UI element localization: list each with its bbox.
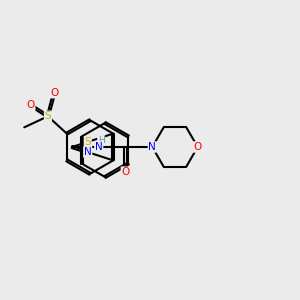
- Text: O: O: [50, 88, 58, 98]
- Text: N: N: [148, 142, 156, 152]
- Text: O: O: [26, 100, 35, 110]
- Text: O: O: [194, 142, 202, 152]
- Text: N: N: [84, 147, 92, 157]
- Text: S: S: [45, 111, 51, 121]
- Text: H: H: [98, 136, 104, 145]
- Text: N: N: [95, 142, 103, 152]
- Text: S: S: [84, 137, 91, 147]
- Text: O: O: [122, 167, 130, 177]
